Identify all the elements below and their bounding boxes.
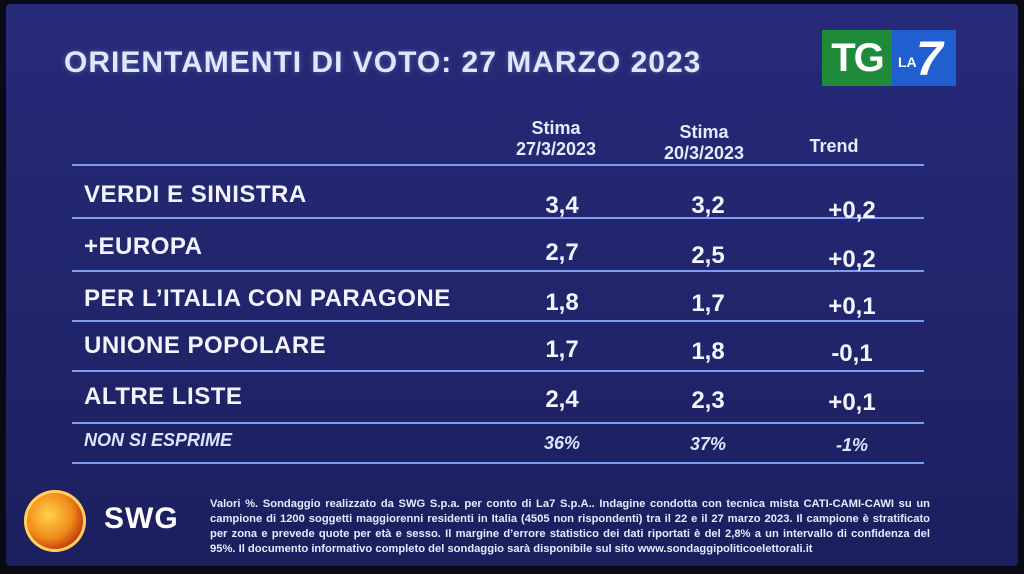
row-label: NON SI ESPRIME <box>84 430 233 450</box>
value-stima-20: 2,5 <box>691 242 725 269</box>
column-header-line2: 20/3/2023 <box>663 143 745 163</box>
column-header-stima-27: Stima 27/3/2023 <box>486 118 626 160</box>
swg-logo: SWG <box>24 490 204 552</box>
table-rule <box>72 320 924 322</box>
value-stima-20: 2,3 <box>691 387 725 414</box>
column-header-line1: Stima <box>531 118 581 138</box>
column-header-line2: 27/3/2023 <box>515 139 597 159</box>
table-rule <box>72 422 924 424</box>
swg-logo-text: SWG <box>104 502 179 535</box>
la-logo-text: LA <box>898 54 917 70</box>
value-stima-27: 2,4 <box>545 386 579 413</box>
value-stima-27: 1,7 <box>545 336 579 363</box>
column-header-trend: Trend <box>809 136 859 156</box>
value-stima-27: 3,4 <box>545 192 579 219</box>
value-trend: -1% <box>835 435 868 455</box>
methodology-note: Valori %. Sondaggio realizzato da SWG S.… <box>210 498 930 555</box>
table-rule <box>72 370 924 372</box>
table-rule <box>72 462 924 464</box>
value-trend: +0,2 <box>828 197 876 224</box>
value-stima-20: 1,8 <box>691 338 725 365</box>
table-rule <box>72 270 924 272</box>
tg-la7-logo: TG LA 7 <box>822 30 956 90</box>
value-trend: +0,1 <box>828 293 876 320</box>
row-label: UNIONE POPOLARE <box>84 332 327 359</box>
table-rule <box>72 164 924 166</box>
column-header-stima-20: Stima 20/3/2023 <box>634 122 774 164</box>
la7-logo-box: LA 7 <box>892 30 956 86</box>
table-rule <box>72 217 924 219</box>
value-stima-27: 2,7 <box>545 239 579 266</box>
value-stima-20: 1,7 <box>691 290 725 317</box>
globe-icon <box>24 490 86 552</box>
value-stima-20: 37% <box>689 434 727 454</box>
row-label: PER L’ITALIA CON PARAGONE <box>84 285 451 312</box>
seven-logo-text: 7 <box>916 33 943 86</box>
value-trend: +0,2 <box>828 246 876 273</box>
value-trend: -0,1 <box>831 340 873 367</box>
value-stima-27: 1,8 <box>545 289 579 316</box>
tg-logo-text: TG <box>822 30 892 86</box>
value-stima-27: 36% <box>543 433 581 453</box>
page-title: ORIENTAMENTI DI VOTO: 27 MARZO 2023 <box>64 46 702 79</box>
tv-screen: ORIENTAMENTI DI VOTO: 27 MARZO 2023 TG L… <box>6 4 1018 566</box>
row-label: +EUROPA <box>84 233 203 260</box>
value-trend: +0,1 <box>828 389 876 416</box>
row-label: ALTRE LISTE <box>84 383 243 410</box>
column-header-line1: Stima <box>679 122 729 142</box>
row-label: VERDI E SINISTRA <box>84 181 307 208</box>
value-stima-20: 3,2 <box>691 192 725 219</box>
